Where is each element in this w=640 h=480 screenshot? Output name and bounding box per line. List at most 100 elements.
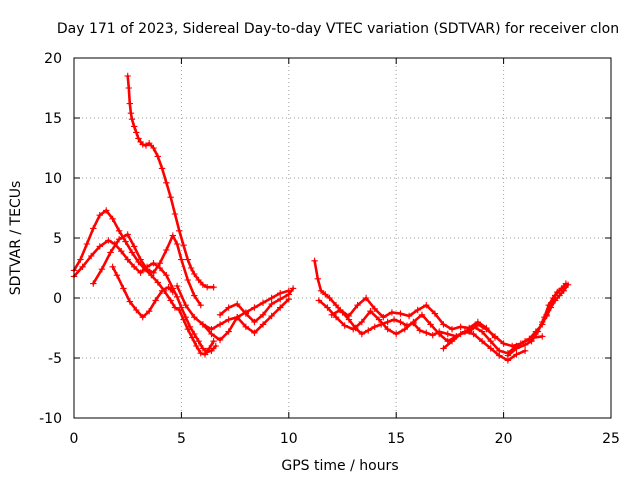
data-point [137,256,144,263]
series-trace [201,297,291,342]
data-point [268,300,275,308]
series-arc-9 [311,257,529,364]
data-point [182,302,189,309]
data-point [128,116,136,123]
data-point [315,297,323,304]
data-point [528,338,535,345]
data-point [216,311,224,318]
series-trace [72,209,215,356]
data-point [199,321,207,328]
data-point [551,297,559,304]
data-point [127,110,135,117]
data-point [496,347,503,354]
series-trace [313,259,527,362]
x-tick-label: 5 [177,431,186,447]
data-point [180,242,187,249]
data-point [156,260,164,267]
data-point [133,306,140,314]
data-point [199,281,207,288]
data-point [358,318,366,326]
data-point [195,276,202,284]
data-point [122,238,129,245]
data-point [143,266,151,273]
x-axis-label: GPS time / hours [281,458,398,474]
data-point [83,240,91,248]
data-point [388,309,396,316]
series-arc-6 [173,282,292,333]
data-point [332,314,340,321]
data-point [423,329,430,336]
x-tick-label: 0 [70,431,79,447]
series-arc-10 [315,297,546,357]
data-point [277,304,284,311]
data-point [225,328,232,335]
data-point [173,240,181,248]
data-point [115,236,123,243]
data-point [79,263,86,270]
data-point [487,345,494,352]
data-point [259,299,267,306]
data-point [203,348,211,356]
data-point [521,347,529,354]
data-point [163,246,170,254]
data-point [504,352,512,359]
data-point [418,311,426,318]
data-point [251,304,258,311]
data-point [107,249,114,256]
data-point [311,257,318,264]
data-point [384,318,391,326]
data-point [259,311,267,318]
data-point [423,302,430,309]
data-point [120,285,127,292]
data-point [124,256,131,263]
data-point [251,329,258,336]
data-point [491,333,499,340]
data-point [163,272,170,279]
data-point [521,341,529,348]
data-point [169,232,177,239]
data-point [208,330,215,338]
data-point [90,225,97,232]
data-point [317,287,325,294]
data-point [90,280,97,287]
data-point [513,345,520,352]
data-point [285,291,292,298]
data-point [191,292,198,299]
data-point [328,311,335,318]
data-point [150,260,157,267]
data-series [70,72,572,364]
data-point [96,243,103,250]
data-point [139,314,146,321]
data-point [182,314,189,321]
data-point [163,179,170,186]
data-point [457,330,464,338]
data-point [184,276,192,284]
data-point [150,144,157,152]
data-point [474,321,482,328]
data-point [384,326,391,333]
data-point [96,212,103,219]
data-point [564,281,572,288]
data-point [130,243,138,250]
data-point [167,297,174,304]
data-point [242,323,250,330]
data-point [225,316,232,323]
data-point [242,310,250,317]
data-point [337,306,344,314]
data-point [547,304,555,311]
data-point [483,326,490,333]
series-arc-3 [70,237,219,356]
x-tick-label: 20 [495,431,513,447]
series-arc-5 [109,263,177,321]
data-point [142,142,150,149]
data-point [429,332,436,339]
data-point [137,269,144,276]
data-point [184,256,192,263]
data-point [448,326,456,333]
y-tick-label: -10 [39,411,62,427]
data-point [171,304,179,311]
y-tick-label: -5 [48,351,62,367]
axis-ticks: 0 5 10 15 20 25 -10 -5 0 5 10 15 20 [39,51,620,447]
data-point [188,334,196,341]
data-point [133,129,140,136]
